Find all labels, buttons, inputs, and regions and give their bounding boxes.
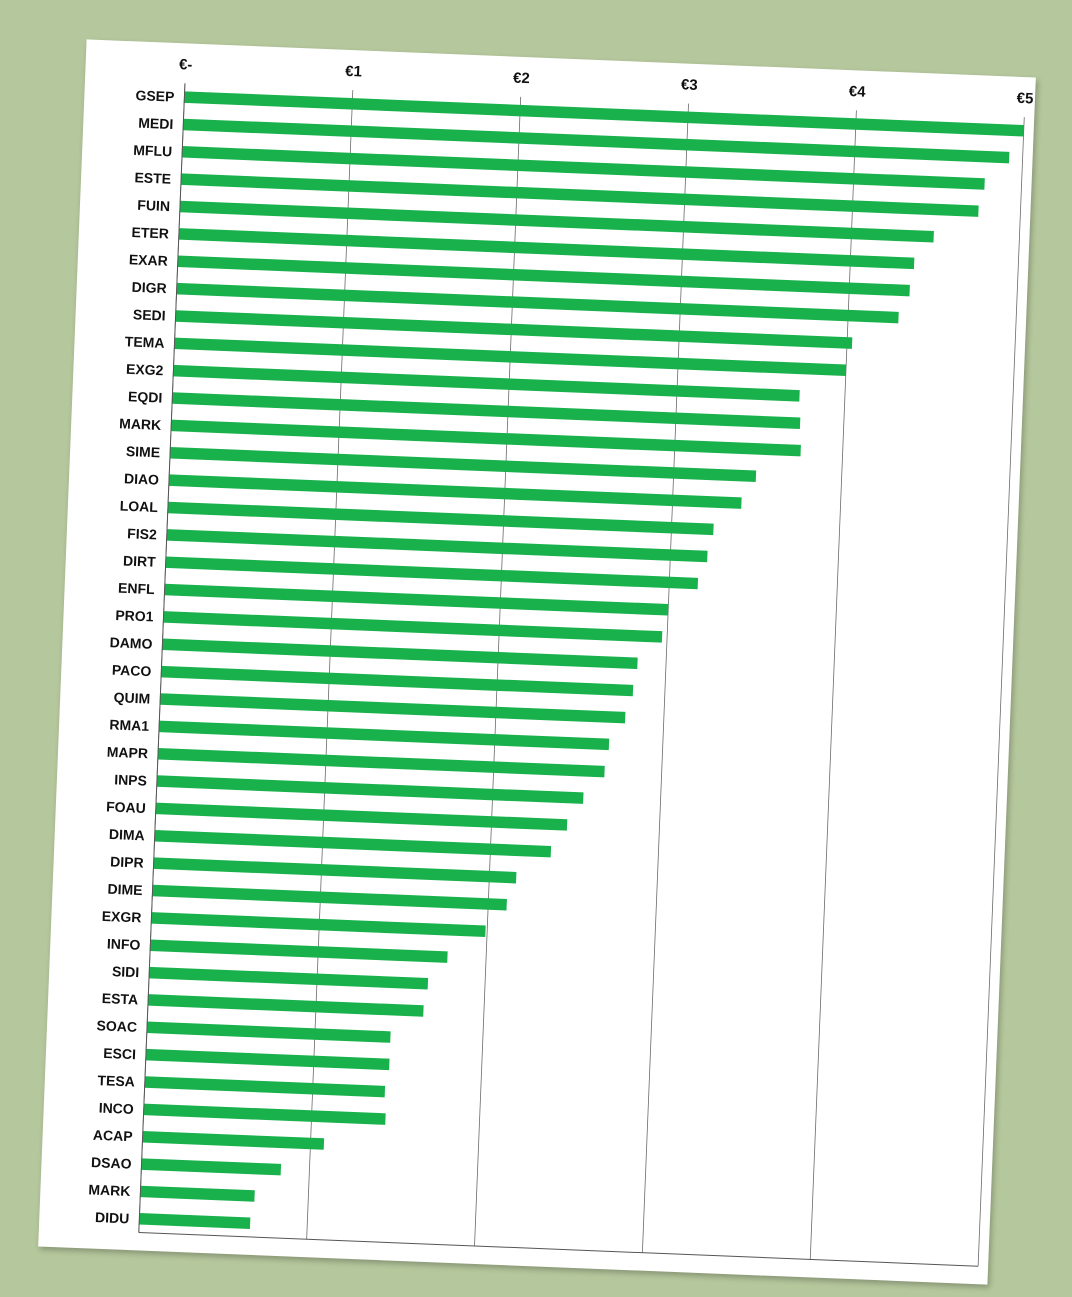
category-label: ETER [131,224,169,241]
category-label: EXG2 [126,361,164,378]
category-label: INPS [114,771,147,788]
bar [155,802,568,831]
gridline [977,117,1025,1267]
category-label: DIME [107,881,143,898]
gridline [474,96,522,1246]
bar [181,146,985,190]
category-label: MARK [119,415,162,433]
bar [176,282,899,324]
bar [144,1076,386,1098]
category-label: DIAO [124,470,160,487]
bar [179,200,934,243]
category-label: DAMO [109,634,152,652]
category-label: MEDI [138,115,174,132]
bar [175,310,853,349]
bar [151,912,486,938]
category-label: ESTA [102,990,139,1007]
bar [169,447,757,483]
category-label: INFO [107,935,141,952]
category-label: SIDI [112,963,140,980]
gridline [306,90,354,1240]
category-label: FIS2 [127,525,157,542]
bar [177,255,910,297]
bar [140,1185,255,1202]
category-label: ACAP [93,1127,133,1145]
bar [165,556,699,590]
bar [154,830,552,858]
bar [148,966,429,990]
category-label: MARK [88,1181,131,1199]
bar [152,884,507,911]
category-label: RMA1 [109,716,149,734]
bar [173,364,800,402]
x-tick-label: €5 [1016,90,1033,108]
bar [178,228,915,270]
category-label: QUIM [113,689,150,706]
category-label: INCO [98,1100,134,1117]
chart-paper: €- €1 €2 €3 €4 €5 GSEP MEDI MFLU ESTE FUIN ETER EXAR… [38,39,1036,1285]
x-tick-label: €4 [848,83,866,101]
bar [170,419,801,457]
bar [168,474,742,509]
category-label: LOAL [120,498,159,516]
x-tick-label: €3 [681,76,698,94]
bar [142,1130,325,1150]
bar [184,91,1024,137]
category-label: GSEP [135,87,175,105]
category-label: PRO1 [115,607,154,625]
bar [172,392,801,429]
bar [159,693,626,724]
bar [162,638,638,670]
bar [161,665,634,697]
category-label: TESA [97,1072,135,1089]
category-label: DSAO [91,1154,132,1172]
x-axis-line [138,1231,979,1267]
bar [183,118,1010,164]
category-label: DIDU [95,1209,130,1226]
category-label: ESTE [134,169,171,186]
category-label: DIPR [110,853,144,870]
category-label: FOAU [106,798,146,816]
gridline [641,103,689,1253]
category-label: SIME [126,443,161,460]
bar [146,1021,391,1043]
bar [153,857,517,884]
x-tick-label: €1 [345,63,362,81]
category-label: SEDI [133,306,166,323]
bar [158,720,610,751]
bar [145,1048,390,1071]
category-label: EXGR [101,908,141,926]
bar [143,1103,386,1125]
category-label: MAPR [107,744,149,762]
bar [180,173,979,217]
category-label: MFLU [133,142,173,160]
x-tick-label: €- [179,56,193,74]
bar [166,529,708,563]
category-label: FUIN [137,197,170,214]
bar-chart: €- €1 €2 €3 €4 €5 GSEP MEDI MFLU ESTE FUIN ETER EXAR… [88,56,1034,1267]
gridline [809,110,857,1260]
bar [167,501,714,536]
category-label: SOAC [96,1017,137,1035]
category-label: EQDI [128,388,163,405]
bar [147,994,424,1017]
category-label: ESCI [103,1045,136,1062]
category-label: TEMA [125,333,165,351]
bar [157,747,605,778]
category-label: EXAR [129,251,169,269]
category-label: DIMA [109,826,145,843]
bar [150,939,448,963]
bar [139,1213,251,1229]
x-tick-label: €2 [513,70,530,88]
category-label: DIRT [123,552,157,569]
bar [174,337,847,377]
y-axis-line [138,83,186,1233]
bar [163,611,663,643]
category-label: DIGR [131,279,167,296]
bar [164,583,669,616]
category-label: ENFL [118,580,156,597]
bar [141,1158,282,1176]
category-label: PACO [112,662,152,680]
bar [156,775,584,804]
